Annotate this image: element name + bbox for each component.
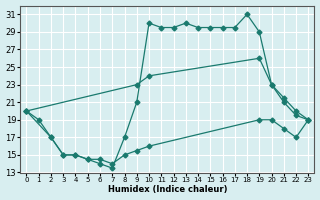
X-axis label: Humidex (Indice chaleur): Humidex (Indice chaleur) [108, 185, 227, 194]
